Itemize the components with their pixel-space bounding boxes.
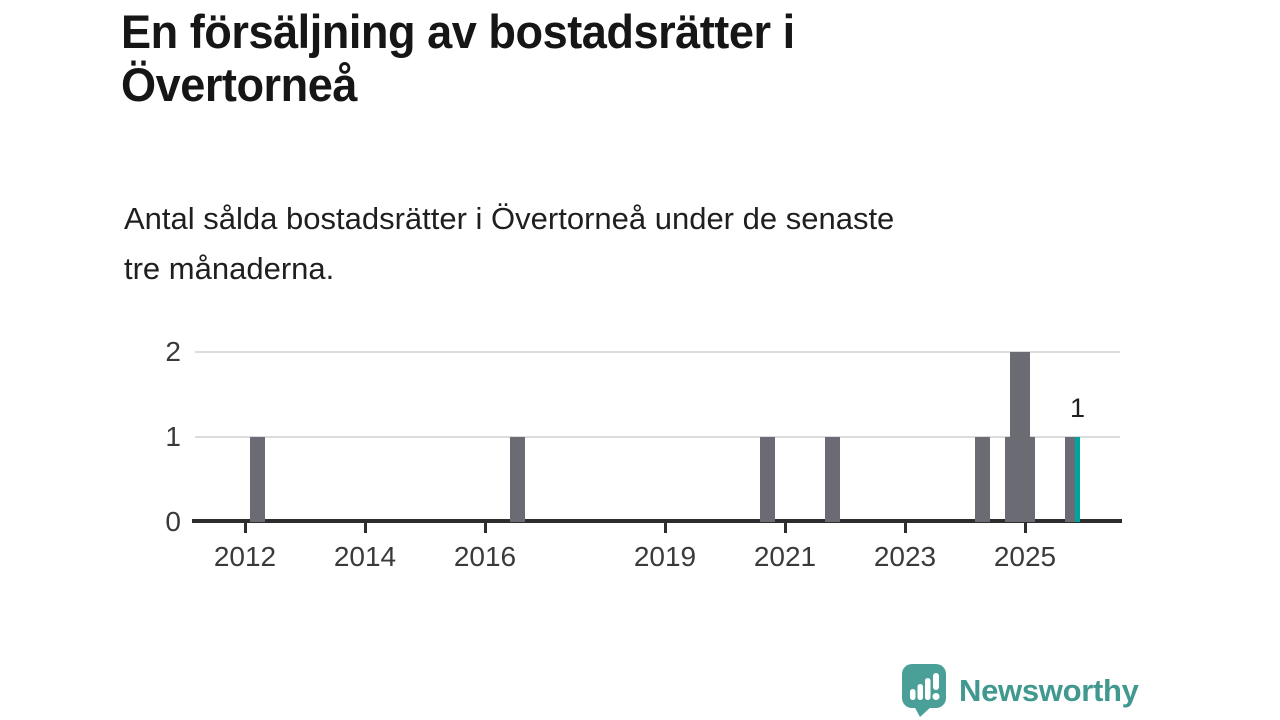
newsworthy-logo: Newsworthy xyxy=(901,663,1139,718)
bar xyxy=(1010,352,1015,522)
x-axis-tick xyxy=(783,523,787,533)
x-axis-label: 2019 xyxy=(633,541,697,572)
bar xyxy=(1015,352,1020,522)
x-axis-tick xyxy=(483,523,487,533)
bar xyxy=(250,437,255,522)
y-axis-label: 1 xyxy=(165,421,181,452)
y-axis-label: 2 xyxy=(165,336,181,367)
x-axis-line xyxy=(192,519,1122,523)
bar xyxy=(975,437,980,522)
x-axis-label: 2014 xyxy=(333,541,397,572)
latest-value-label: 1 xyxy=(1069,393,1086,423)
chart-title-line-1: En försäljning av bostadsrätter i xyxy=(121,5,795,58)
highlight-bar xyxy=(1075,437,1080,522)
bar xyxy=(255,437,260,522)
x-axis-tick xyxy=(663,523,667,533)
x-axis-label: 2021 xyxy=(753,541,817,572)
x-axis-tick xyxy=(363,523,367,533)
bar xyxy=(1025,352,1030,522)
gridline xyxy=(195,436,1120,438)
newsworthy-logo-icon xyxy=(902,664,946,717)
bar xyxy=(520,437,525,522)
bar xyxy=(835,437,840,522)
chart-title: En försäljning av bostadsrätter i Överto… xyxy=(121,5,795,111)
bar xyxy=(1070,437,1075,522)
bar xyxy=(760,437,765,522)
x-axis-tick xyxy=(1023,523,1027,533)
x-axis-label: 2023 xyxy=(873,541,937,572)
bar xyxy=(260,437,265,522)
x-axis-tick xyxy=(243,523,247,533)
x-axis-tick xyxy=(903,523,907,533)
bar xyxy=(985,437,990,522)
bar xyxy=(765,437,770,522)
bar xyxy=(825,437,830,522)
bar xyxy=(830,437,835,522)
bar xyxy=(770,437,775,522)
y-axis-label: 0 xyxy=(165,506,181,537)
bar xyxy=(1065,437,1070,522)
x-axis-label: 2025 xyxy=(993,541,1057,572)
chart-subtitle-line-1: Antal sålda bostadsrätter i Övertorneå u… xyxy=(124,201,895,236)
x-axis-label: 2012 xyxy=(213,541,277,572)
gridline xyxy=(195,351,1120,353)
newsworthy-logo-text: Newsworthy xyxy=(959,672,1139,708)
chart-subtitle: Antal sålda bostadsrätter i Övertorneå u… xyxy=(124,194,894,294)
bar xyxy=(1020,352,1025,522)
bar xyxy=(1005,437,1010,522)
bar xyxy=(515,437,520,522)
bar xyxy=(980,437,985,522)
chart-title-line-2: Övertorneå xyxy=(121,58,357,111)
x-axis-label: 2016 xyxy=(453,541,517,572)
bar xyxy=(510,437,515,522)
chart-subtitle-line-2: tre månaderna. xyxy=(124,251,335,286)
bar xyxy=(1030,437,1035,522)
